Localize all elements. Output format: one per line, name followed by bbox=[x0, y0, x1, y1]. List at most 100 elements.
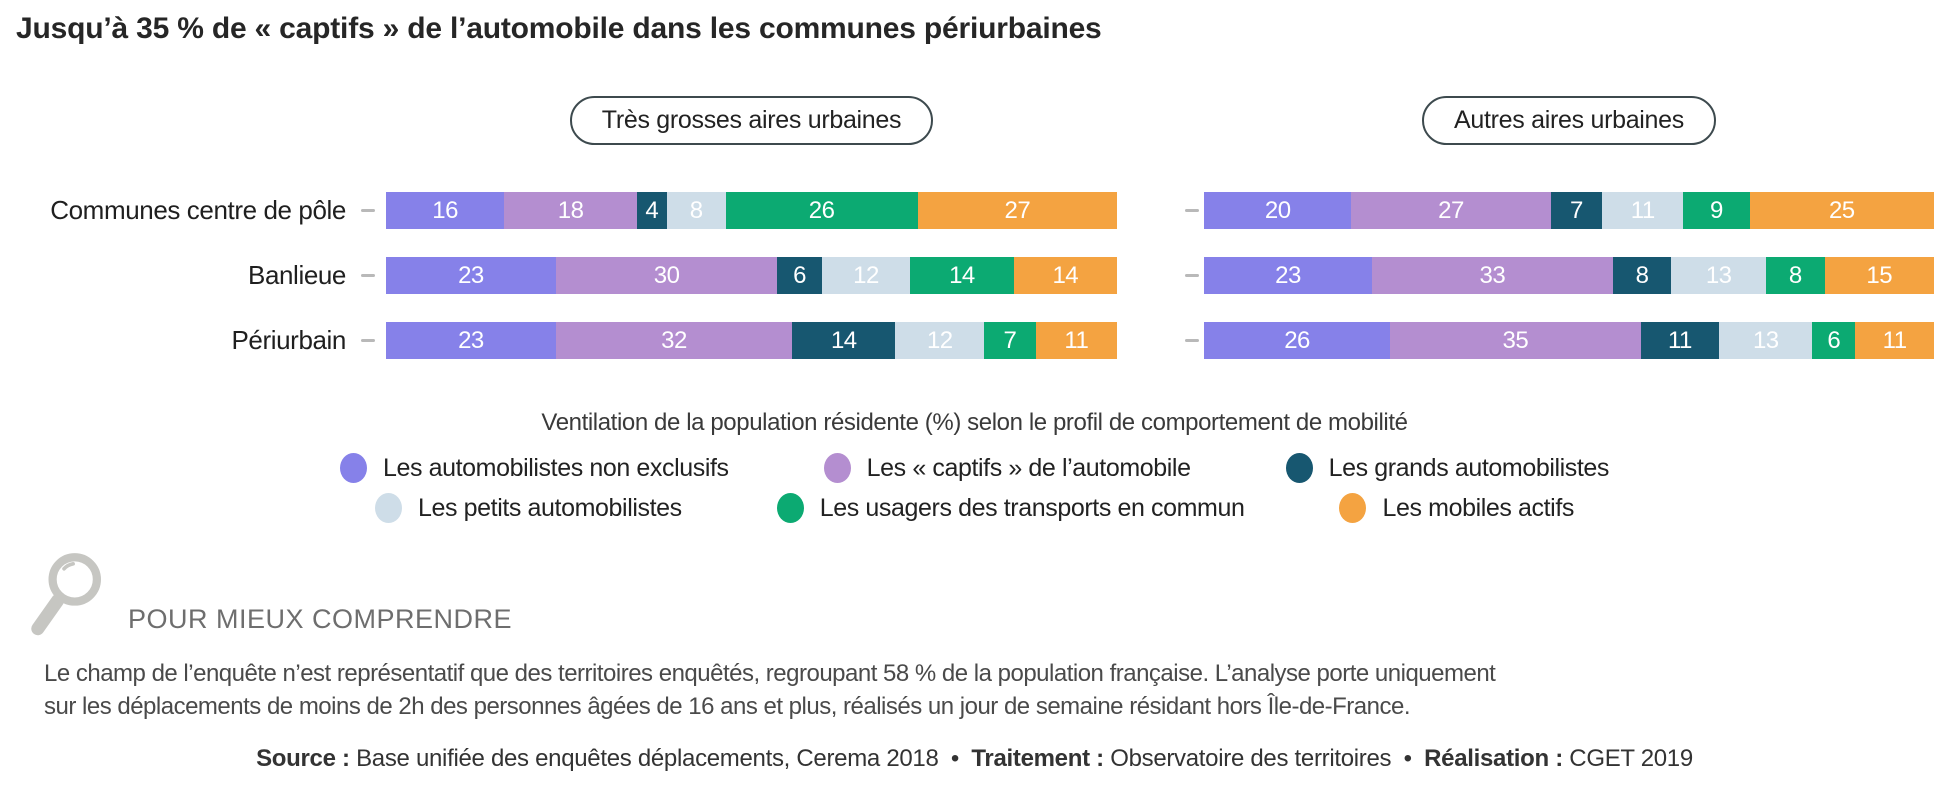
source-label: Source : bbox=[256, 745, 350, 773]
bar-segment: 30 bbox=[555, 257, 778, 294]
bar-segment: 11 bbox=[1035, 322, 1117, 359]
axis-tick bbox=[361, 209, 375, 212]
chart-caption: Ventilation de la population résidente (… bbox=[541, 409, 1408, 436]
legend-label: Les grands automobilistes bbox=[1328, 453, 1610, 482]
bar-segment: 9 bbox=[1683, 192, 1750, 229]
source-line: Source : Base unifiée des enquêtes dépla… bbox=[14, 745, 1935, 773]
legend-color-dot bbox=[1339, 493, 1367, 523]
realisation-label: Réalisation : bbox=[1424, 745, 1563, 773]
legend-item: Les « captifs » de l’automobile bbox=[823, 453, 1191, 483]
bar-segment: 26 bbox=[725, 192, 918, 229]
axis-tick-cell bbox=[1117, 339, 1204, 342]
stacked-bar: 26 35 11 13 6 11 bbox=[1204, 322, 1934, 359]
bar-segment: 14 bbox=[792, 322, 896, 359]
legend-color-dot bbox=[823, 453, 851, 483]
bar-segment: 13 bbox=[1719, 322, 1813, 359]
group-headers: Très grosses aires urbaines Autres aires… bbox=[14, 96, 1935, 145]
bar-segment: 8 bbox=[1612, 257, 1672, 294]
note-section: POUR MIEUX COMPRENDRE Le champ de l’enqu… bbox=[28, 549, 1935, 723]
legend-item: Les automobilistes non exclusifs bbox=[339, 453, 729, 483]
legend-color-dot bbox=[1285, 453, 1313, 483]
legend-item: Les grands automobilistes bbox=[1285, 453, 1610, 483]
legend-color-dot bbox=[375, 493, 402, 523]
axis-tick-cell bbox=[350, 274, 386, 277]
legend-label: Les mobiles actifs bbox=[1382, 493, 1574, 522]
row-label: Communes centre de pôle bbox=[50, 195, 346, 225]
treatment-value: Observatoire des territoires bbox=[1110, 745, 1392, 773]
separator-dot: • bbox=[950, 745, 960, 773]
stacked-bar: 23 32 14 12 7 11 bbox=[386, 322, 1117, 359]
bar-segment: 27 bbox=[917, 192, 1117, 229]
bar-segment: 23 bbox=[386, 257, 556, 294]
bar-segment: 11 bbox=[1640, 322, 1720, 359]
page-title: Jusqu’à 35 % de « captifs » de l’automob… bbox=[16, 12, 1102, 45]
stacked-bar: 16 18 4 8 26 27 bbox=[386, 192, 1117, 229]
bar-segment: 20 bbox=[1204, 192, 1352, 229]
chart-row: Périurbain 23 32 14 12 7 11 26 35 11 13 6 11 bbox=[14, 322, 1935, 359]
magnifier-icon bbox=[31, 553, 101, 636]
group-pill-autres-aires: Autres aires urbaines bbox=[1422, 96, 1716, 145]
legend-label: Les petits automobilistes bbox=[418, 493, 682, 522]
bar-segment: 23 bbox=[1204, 257, 1372, 294]
legend-color-dot bbox=[339, 453, 367, 483]
bar-segment: 11 bbox=[1602, 192, 1684, 229]
stacked-bar: 23 33 8 13 8 15 bbox=[1204, 257, 1935, 294]
stacked-bar: 20 27 7 11 9 25 bbox=[1204, 192, 1934, 229]
legend-label: Les usagers des transports en commun bbox=[819, 493, 1245, 522]
treatment-label: Traitement : bbox=[971, 745, 1104, 773]
bar-segment: 27 bbox=[1351, 192, 1551, 229]
bar-segment: 33 bbox=[1371, 257, 1613, 294]
chart-legend: Les automobilistes non exclusifs Les « ca… bbox=[14, 453, 1935, 523]
legend-item: Les petits automobilistes bbox=[375, 493, 682, 523]
note-heading: POUR MIEUX COMPRENDRE bbox=[128, 604, 513, 634]
bar-segment: 12 bbox=[895, 322, 985, 359]
legend-row: Les automobilistes non exclusifs Les « ca… bbox=[14, 453, 1935, 483]
bar-segment: 18 bbox=[504, 192, 638, 229]
bar-segment: 26 bbox=[1204, 322, 1391, 359]
stacked-bar: 23 30 6 12 14 14 bbox=[386, 257, 1117, 294]
bar-segment: 13 bbox=[1671, 257, 1767, 294]
bar-segment: 4 bbox=[637, 192, 667, 229]
bar-segment: 32 bbox=[555, 322, 793, 359]
bar-segment: 15 bbox=[1824, 257, 1935, 294]
realisation-value: CGET 2019 bbox=[1569, 745, 1693, 773]
source-value: Base unifiée des enquêtes déplacements, … bbox=[356, 745, 939, 773]
bar-segment: 25 bbox=[1749, 192, 1934, 229]
legend-item: Les usagers des transports en commun bbox=[776, 493, 1245, 523]
bar-segment: 14 bbox=[910, 257, 1014, 294]
axis-tick-cell bbox=[1117, 209, 1204, 212]
bar-segment: 8 bbox=[666, 192, 726, 229]
legend-item: Les mobiles actifs bbox=[1339, 493, 1574, 523]
axis-tick-cell bbox=[350, 209, 386, 212]
bar-segment: 8 bbox=[1766, 257, 1825, 294]
bar-segment: 14 bbox=[1013, 257, 1117, 294]
row-label: Banlieue bbox=[248, 260, 346, 290]
bar-segment: 7 bbox=[1550, 192, 1603, 229]
chart-row: Communes centre de pôle 16 18 4 8 26 27 20 27 7 11… bbox=[14, 192, 1935, 229]
infographic-page: Jusqu’à 35 % de « captifs » de l’automob… bbox=[14, 12, 1935, 773]
bar-segment: 11 bbox=[1855, 322, 1934, 359]
legend-color-dot bbox=[776, 493, 804, 523]
separator-dot: • bbox=[1403, 745, 1412, 773]
axis-tick bbox=[1185, 209, 1199, 212]
bar-segment: 16 bbox=[386, 192, 505, 229]
chart-row: Banlieue 23 30 6 12 14 14 23 33 8 13 8 15 bbox=[14, 257, 1935, 294]
axis-tick bbox=[1185, 339, 1199, 342]
bar-segment: 6 bbox=[777, 257, 822, 294]
axis-tick bbox=[361, 339, 375, 342]
legend-label: Les automobilistes non exclusifs bbox=[382, 453, 729, 482]
group-pill-tres-grosses-aires: Très grosses aires urbaines bbox=[569, 96, 934, 145]
axis-tick bbox=[1185, 274, 1199, 277]
bar-segment: 7 bbox=[984, 322, 1036, 359]
bar-segment: 35 bbox=[1390, 322, 1641, 359]
legend-label: Les « captifs » de l’automobile bbox=[866, 453, 1191, 482]
legend-row: Les petits automobilistes Les usagers des… bbox=[14, 493, 1935, 523]
note-body: Le champ de l’enquête n’est représentati… bbox=[44, 660, 1496, 721]
bar-segment: 12 bbox=[821, 257, 911, 294]
axis-tick-cell bbox=[350, 339, 386, 342]
axis-tick bbox=[361, 274, 375, 277]
bar-segment: 23 bbox=[386, 322, 556, 359]
bar-segment: 6 bbox=[1812, 322, 1856, 359]
row-label: Périurbain bbox=[231, 325, 346, 355]
stacked-bar-chart: Communes centre de pôle 16 18 4 8 26 27 20 27 7 11… bbox=[14, 192, 1935, 359]
